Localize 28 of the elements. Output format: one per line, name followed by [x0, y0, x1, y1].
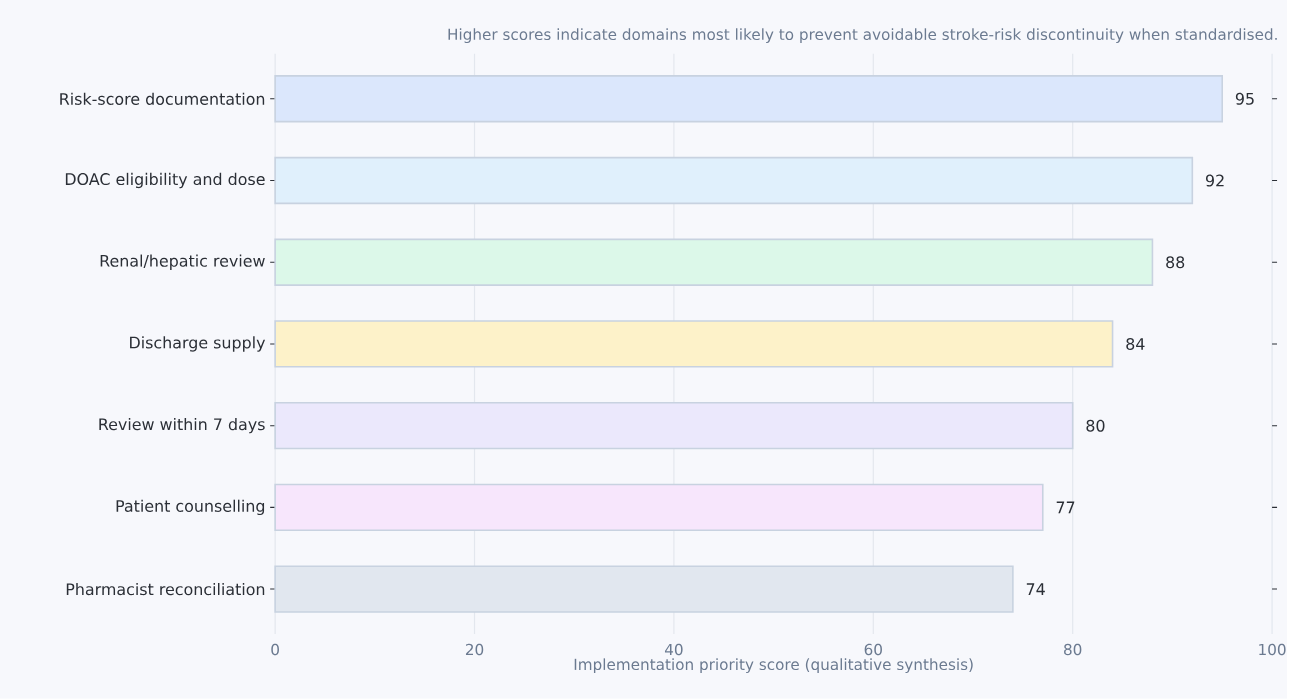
x-tick-label: 80 [1064, 643, 1082, 656]
y-tick-label: Risk-score documentation [60, 92, 265, 106]
y-tick-label: Discharge supply [130, 336, 266, 352]
x-tick-label: 60 [864, 643, 882, 656]
data-label: 84 [1126, 338, 1145, 351]
x-tick-label: 20 [465, 643, 484, 656]
x-tick-label: 100 [1259, 643, 1286, 656]
data-label: 92 [1205, 174, 1224, 187]
bar [274, 402, 1074, 450]
bar [274, 320, 1114, 368]
x-tick-label: 40 [664, 643, 683, 656]
data-label: 88 [1166, 256, 1185, 269]
data-label: 95 [1235, 92, 1254, 105]
bar [274, 483, 1044, 532]
y-tick-label: Pharmacist reconciliation [66, 583, 265, 596]
y-tick-label: Patient counselling [116, 499, 265, 516]
chart-title: Higher scores indicate domains most likely to prevent avoidable stroke-risk discontinuity when standardised. [448, 28, 1277, 44]
bar [274, 238, 1154, 286]
data-label: 77 [1056, 501, 1075, 514]
x-axis-title: Implementation priority score (qualitative synthesis) [574, 658, 973, 674]
x-tick-label: 0 [271, 643, 279, 656]
bar [274, 156, 1194, 205]
data-label: 80 [1086, 419, 1105, 432]
y-tick-label: Review within 7 days [99, 418, 265, 434]
y-tick-label: DOAC eligibility and dose [65, 172, 265, 189]
bar [274, 75, 1224, 123]
data-label: 74 [1026, 583, 1045, 595]
y-tick-label: Renal/hepatic review [100, 254, 265, 270]
